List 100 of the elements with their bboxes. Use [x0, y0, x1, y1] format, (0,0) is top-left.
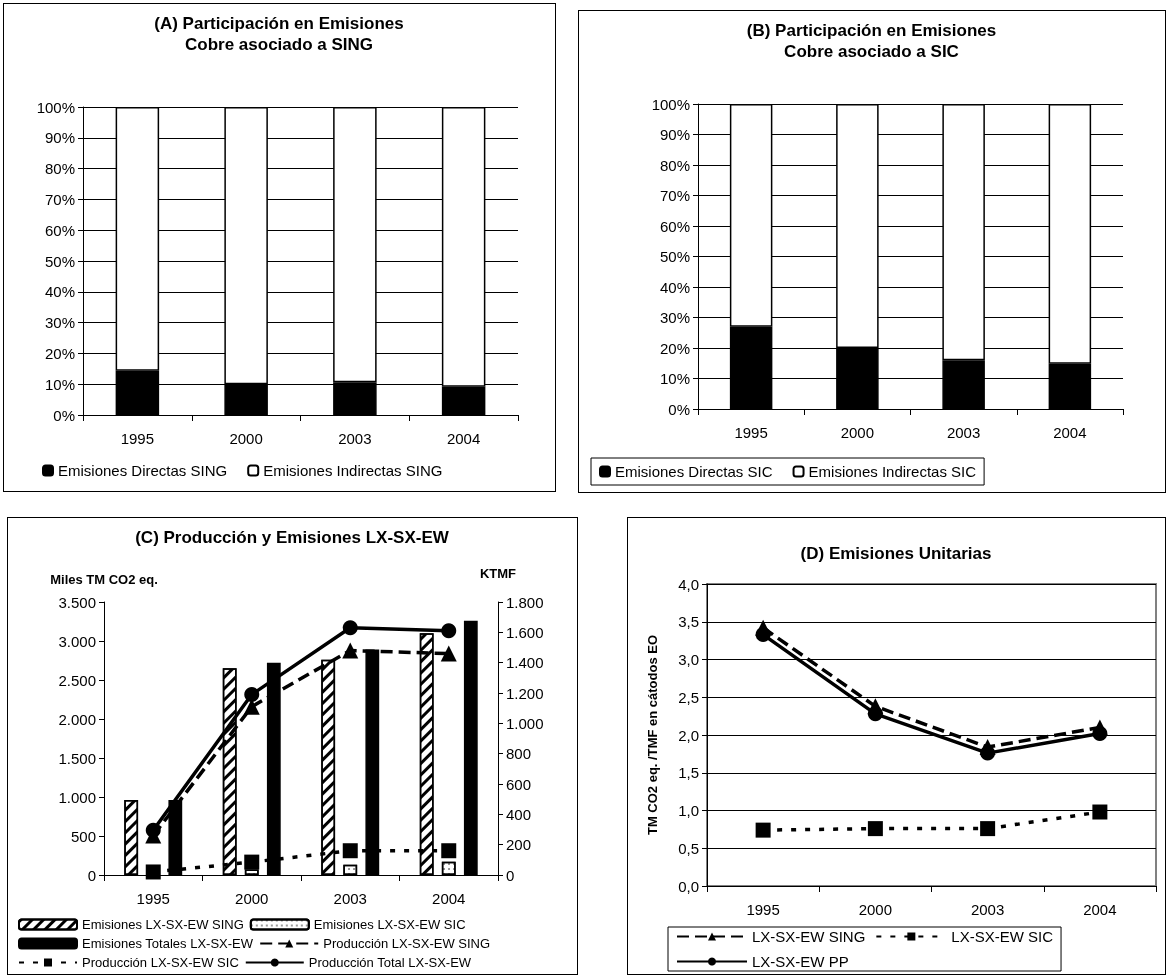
y2-tick-label: 1.200: [506, 684, 544, 702]
y-tick-label: 1,5: [678, 764, 699, 782]
legend-label: Producción Total LX-SX-EW: [308, 955, 472, 970]
chart-subtitle: Cobre asociado a SING: [185, 35, 373, 54]
x-tick-label: 2004: [1083, 901, 1117, 918]
y2-axis-title: KTMF: [479, 566, 517, 581]
legend-label: Emisiones LX-SX-EW SIC: [313, 917, 466, 932]
x-tick-label: 1995: [120, 430, 155, 447]
point: [342, 843, 358, 859]
y-tick-label: 4,0: [678, 575, 699, 593]
y-tick-label: 60%: [44, 221, 75, 239]
x-tick-label: 2003: [946, 424, 981, 441]
y-tick-label: 3.000: [58, 632, 96, 650]
y-tick-label: 50%: [659, 248, 690, 265]
y-tick-label: 90%: [44, 129, 75, 147]
x-tick-label: 2000: [235, 890, 269, 907]
x-tick-label: 2003: [333, 890, 367, 907]
chart-title: (B) Participación en Emisiones: [746, 21, 997, 40]
y2-tick-label: 800: [506, 745, 532, 763]
y-tick-label: 100%: [36, 98, 75, 116]
y2-tick-label: 1.800: [506, 593, 544, 611]
legend-label: Emisiones Directas SING: [58, 462, 228, 479]
y-tick-label: 20%: [44, 344, 75, 362]
y-tick-label: 1.500: [58, 749, 96, 767]
legend-label: Emisiones Totales LX-SX-EW: [82, 936, 254, 951]
y-tick-label: 100%: [651, 95, 690, 113]
y-tick-label: 2.000: [58, 710, 96, 728]
y-tick-label: 80%: [44, 160, 75, 178]
point: [441, 623, 457, 639]
y-tick-label: 1,0: [678, 802, 699, 819]
y-tick-label: 70%: [659, 187, 690, 204]
x-tick-label: 2000: [840, 424, 875, 441]
y2-tick-label: 600: [506, 775, 532, 793]
y-tick-label: 2,5: [678, 688, 699, 706]
y-tick-label: 30%: [659, 309, 690, 326]
y-tick-label: 30%: [44, 314, 75, 332]
x-tick-label: 2004: [446, 430, 481, 447]
y-tick-label: 10%: [44, 375, 75, 393]
chart-title: (C) Producción y Emisiones LX-SX-EW: [135, 528, 450, 547]
legend-label: LX-SX-EW SIC: [951, 928, 1054, 945]
y-tick-label: 2,0: [678, 726, 699, 744]
y-tick-label: 0%: [53, 406, 75, 424]
chart-title: (D) Emisiones Unitarias: [800, 544, 992, 563]
point: [755, 822, 771, 838]
y-tick-label: 1.000: [58, 788, 96, 806]
y-tick-label: 80%: [659, 156, 690, 174]
y-tick-label: 10%: [659, 370, 690, 387]
y-tick-label: 3.500: [58, 593, 96, 611]
y-tick-label: 90%: [659, 126, 690, 143]
legend-label: Producción LX-SX-EW SIC: [82, 955, 239, 970]
legend-label: LX-SX-EW PP: [752, 953, 849, 970]
y2-tick-label: 1.600: [506, 623, 544, 641]
legend-label: Emisiones Indirectas SING: [263, 462, 443, 479]
point: [244, 687, 260, 703]
chart-subtitle: Cobre asociado a SIC: [784, 42, 959, 61]
y-tick-label: 3,5: [678, 613, 699, 631]
y-tick-label: 500: [70, 827, 96, 845]
point: [979, 739, 996, 756]
x-tick-label: 2004: [432, 890, 466, 907]
legend-label: Producción LX-SX-EW SING: [323, 936, 491, 951]
point: [755, 619, 772, 636]
point: [867, 821, 883, 837]
chart-title: (A) Participación en Emisiones: [154, 14, 404, 33]
point: [342, 642, 359, 659]
point: [342, 620, 358, 636]
y-tick-label: 40%: [659, 278, 690, 296]
x-tick-label: 1995: [136, 890, 170, 907]
x-tick-label: 2003: [338, 430, 372, 447]
y-tick-label: 0: [87, 866, 96, 884]
x-tick-label: 2004: [1053, 424, 1087, 441]
y-tick-label: 0,0: [678, 877, 699, 895]
y-tick-label: 50%: [44, 252, 75, 270]
legend-label: Emisiones Directas SIC: [615, 463, 773, 480]
y2-tick-label: 1.000: [506, 714, 544, 732]
point: [145, 864, 161, 880]
point: [1092, 804, 1108, 820]
y-tick-label: 0,5: [678, 839, 699, 857]
point: [440, 645, 457, 662]
x-tick-label: 2003: [970, 901, 1005, 918]
y-tick-label: 60%: [659, 217, 690, 235]
y-axis-title: Miles TM CO2 eq.: [50, 571, 158, 587]
y-tick-label: 0%: [668, 400, 690, 418]
y2-tick-label: 0: [506, 866, 515, 884]
y-tick-label: 3,0: [678, 651, 699, 668]
y-tick-label: 2.500: [58, 671, 96, 689]
x-tick-label: 2000: [858, 901, 893, 918]
y-tick-label: 70%: [44, 190, 75, 208]
x-tick-label: 2000: [229, 430, 263, 447]
legend-label: Emisiones LX-SX-EW SING: [82, 917, 244, 932]
y-tick-label: 40%: [44, 283, 75, 301]
x-tick-label: 1995: [734, 424, 768, 441]
point: [980, 821, 996, 837]
x-tick-label: 1995: [746, 901, 780, 918]
legend-label: LX-SX-EW SING: [752, 928, 866, 945]
y2-tick-label: 400: [506, 805, 532, 823]
y2-tick-label: 1.400: [506, 654, 544, 672]
point: [244, 854, 260, 870]
point: [867, 698, 884, 715]
y-axis-title: TM CO2 eq. /TMF en cátodos EO: [645, 634, 660, 836]
point: [441, 843, 457, 859]
